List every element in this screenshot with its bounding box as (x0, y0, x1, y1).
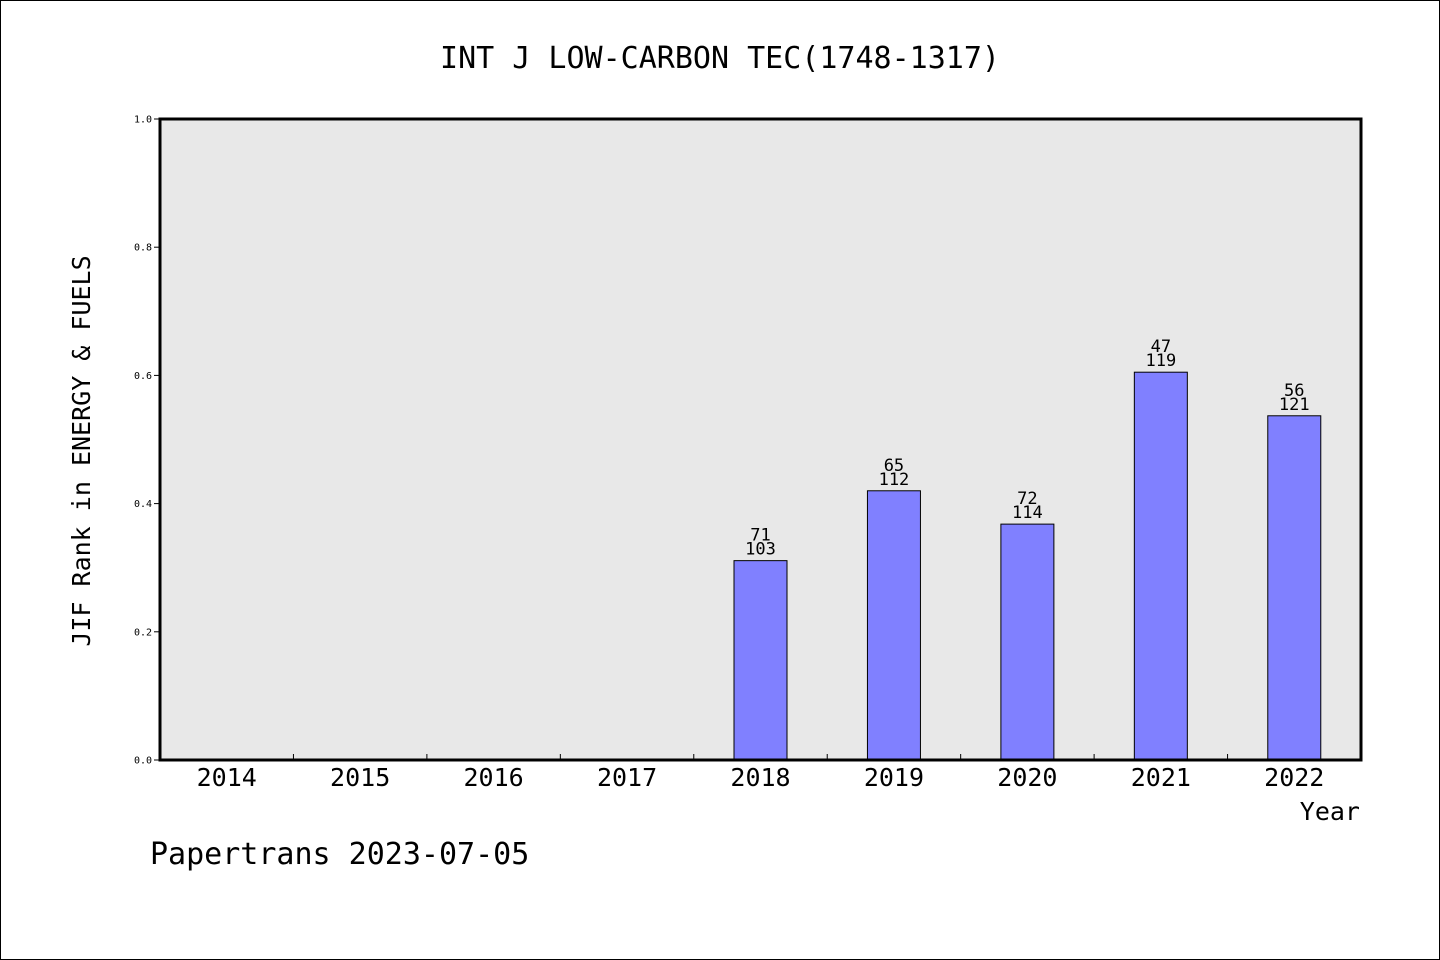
x-tick-label: 2020 (997, 763, 1057, 792)
bar-2021 (1133, 371, 1188, 761)
y-tick-label: 0.6 (134, 371, 152, 382)
bar-total-label: 121 (1279, 395, 1310, 415)
bar-total-label: 112 (879, 470, 910, 490)
bar-2020 (1000, 523, 1055, 761)
bars-layer (733, 371, 1322, 761)
x-tick-label: 2017 (597, 763, 657, 792)
x-tick-label: 2021 (1131, 763, 1191, 792)
x-axis-label: Year (1300, 797, 1360, 826)
x-tick-label: 2018 (730, 763, 790, 792)
bar-rank-label: 56 (1284, 381, 1304, 401)
plot-frame (158, 117, 1363, 762)
bar-2019 (866, 490, 921, 761)
y-tick-label: 0.4 (134, 499, 152, 510)
bar-total-label: 119 (1145, 351, 1176, 371)
footer-credit: Papertrans 2023-07-05 (150, 837, 529, 872)
bar-rank-label: 65 (884, 456, 904, 476)
x-tick-label: 2016 (464, 763, 524, 792)
y-axis: 0.0 0.2 0.4 0.6 0.8 1.0 (134, 115, 160, 767)
bar-total-label: 103 (745, 540, 776, 560)
bar-2018 (733, 560, 788, 761)
bar-rank-label: 47 (1151, 337, 1171, 357)
x-axis: 2014 2015 2016 2017 2018 2019 2020 2021 2022 (197, 754, 1324, 792)
x-tick-label: 2019 (864, 763, 924, 792)
x-tick-label: 2022 (1264, 763, 1324, 792)
y-tick-label: 0.8 (134, 243, 152, 254)
chart-title: INT J LOW-CARBON TEC(1748-1317) (440, 41, 1000, 76)
bar-2022 (1267, 415, 1322, 761)
bar-total-label: 114 (1012, 503, 1043, 523)
bar-rank-label: 72 (1017, 489, 1037, 509)
y-tick-label: 0.0 (134, 756, 152, 767)
x-tick-label: 2014 (197, 763, 257, 792)
y-tick-label: 0.2 (134, 627, 152, 638)
x-tick-label: 2015 (330, 763, 390, 792)
bar-rank-label: 71 (750, 526, 770, 546)
y-axis-label: JIF Rank in ENERGY & FUELS (67, 255, 96, 646)
y-tick-label: 1.0 (134, 115, 152, 126)
